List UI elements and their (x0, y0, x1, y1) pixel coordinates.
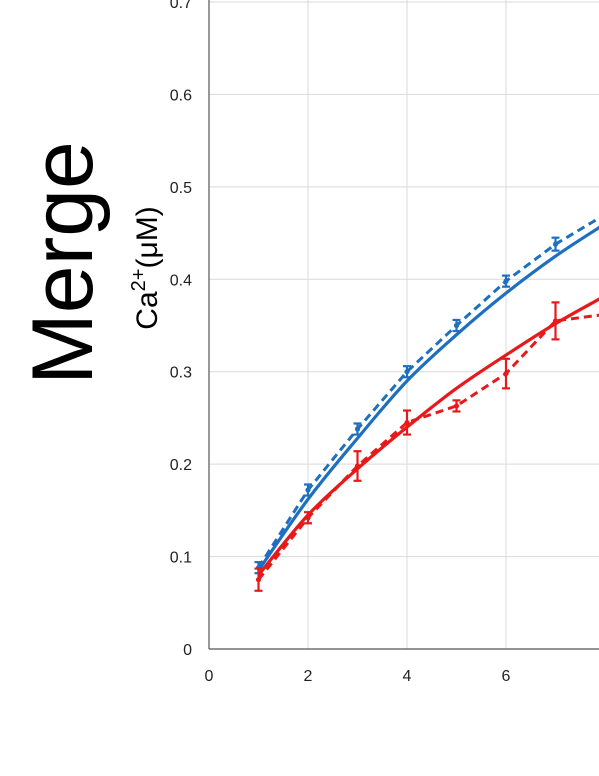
series-1 (257, 225, 599, 572)
y-tick-labels: 0 0.1 0.2 0.3 0.4 0.5 0.6 0.7 (170, 0, 192, 659)
y-axis-label-sup: 2+ (128, 269, 150, 292)
y-axis-label-base: Ca (131, 291, 164, 330)
x-tick-label: 2 (304, 668, 313, 685)
fit-line (257, 225, 599, 572)
data-point (453, 322, 460, 329)
data-point (503, 370, 509, 377)
y-tick-label: 0.1 (170, 550, 192, 567)
y-axis-label-unit: (μM) (131, 206, 164, 268)
x-tick-labels: 0 2 4 6 (205, 668, 511, 685)
data-point (354, 426, 361, 432)
x-tick-label: 0 (205, 668, 214, 685)
data-point (552, 241, 559, 247)
series-3 (257, 297, 599, 577)
data-point (453, 403, 460, 409)
y-axis-label: Ca2+(μM) (128, 206, 164, 329)
data-point (305, 487, 311, 493)
data-point (404, 369, 410, 375)
data-point (503, 278, 509, 284)
series-2 (254, 301, 599, 592)
x-tick-label: 4 (403, 668, 412, 685)
y-tick-label: 0.4 (170, 272, 192, 289)
y-tick-label: 0 (183, 642, 192, 659)
y-tick-label: 0.3 (170, 365, 192, 382)
data-point (404, 419, 410, 426)
data-line (257, 313, 599, 581)
series-0 (254, 216, 599, 575)
data-line (257, 216, 599, 569)
data-point (255, 577, 262, 583)
panel-title: Merge (15, 141, 110, 385)
y-tick-label: 0.7 (170, 0, 192, 12)
y-tick-label: 0.5 (170, 180, 192, 197)
panel-title-group: Merge (15, 141, 110, 385)
x-tick-label: 6 (502, 668, 511, 685)
y-tick-label: 0.6 (170, 87, 192, 104)
axes (208, 0, 599, 650)
series-layer (254, 216, 599, 592)
y-tick-label: 0.2 (170, 457, 192, 474)
fit-line (257, 297, 599, 577)
